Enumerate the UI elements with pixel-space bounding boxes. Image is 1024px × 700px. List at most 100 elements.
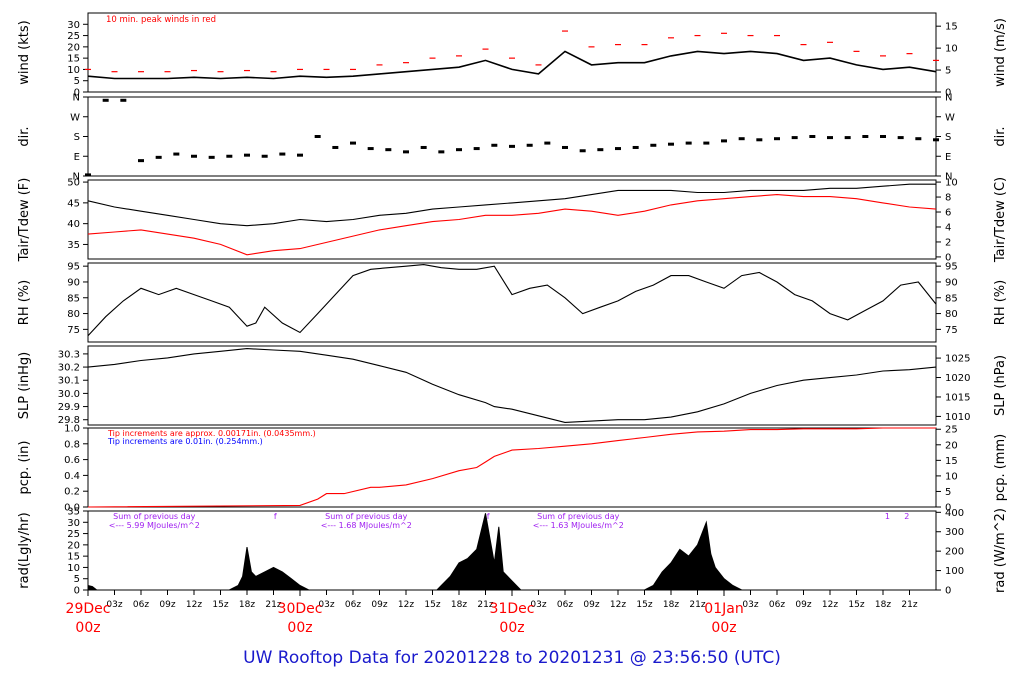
dir-point: [173, 152, 180, 156]
dir-point: [385, 148, 392, 152]
dir-point: [226, 154, 233, 158]
slp-left-tick-label: 30.0: [58, 389, 80, 400]
rad-frame: [87, 510, 937, 591]
time-tick-label: 15z: [424, 600, 440, 610]
dir-right-tick-label: S: [945, 132, 951, 143]
time-tick-label: 03z: [318, 600, 334, 610]
dir-point: [562, 145, 568, 149]
rad-annotation: Sum of previous day: [325, 512, 407, 521]
wind-right-axis-title: wind (m/s): [993, 18, 1008, 87]
dir-point: [721, 139, 727, 143]
dir-point: [756, 138, 763, 142]
temp-frame: [87, 179, 937, 260]
wind-left-tick-label: 30: [67, 20, 80, 31]
dir-point: [85, 173, 91, 177]
wind-right-tick-label: 0: [945, 88, 951, 99]
dir-point: [261, 154, 268, 158]
dir-point: [703, 141, 710, 145]
rh-right-tick-label: 80: [945, 309, 958, 320]
time-tick-label: 15z: [848, 600, 864, 610]
dir-point: [544, 141, 551, 145]
slp-left-tick-label: 30.2: [58, 363, 80, 374]
dir-point: [685, 141, 692, 145]
dir-left-tick-label: N: [73, 172, 80, 183]
time-tick-label: 06z: [769, 600, 785, 610]
time-tick-label: 03z: [106, 600, 122, 610]
slp-right-tick-label: 1010: [945, 412, 970, 423]
wind-left-tick-label: 10: [67, 65, 80, 76]
pcp-right-tick-label: 5: [945, 487, 951, 498]
dir-point: [809, 135, 816, 138]
temp-right-tick-label: 10: [945, 178, 958, 189]
pcp-right-tick-label: 0: [945, 503, 951, 514]
rh-left-tick-label: 80: [67, 309, 80, 320]
time-tick-label: 18z: [451, 600, 467, 610]
rad-left-tick-label: 25: [67, 529, 80, 540]
rad-right-axis-title: rad (W/m^2): [993, 508, 1008, 593]
rad-left-tick-label: 5: [74, 574, 80, 585]
dir-left-tick-label: S: [74, 132, 80, 143]
dir-point: [244, 153, 250, 157]
temp-panel: 35 40 45 50 0 2 4 6 8 10 Tair/Tdew (F) Tair/Tdew (C…: [17, 177, 1008, 264]
day-date-label: 31Dec: [490, 601, 535, 617]
wind-right-tick-label: 5: [945, 66, 951, 77]
wind-series-line: [87, 50, 937, 80]
time-tick-label: 12z: [610, 600, 626, 610]
time-tick-label: 15z: [212, 600, 228, 610]
dir-point: [438, 150, 445, 154]
dir-point: [915, 137, 922, 141]
rad-marker: f: [487, 512, 490, 521]
slp-frame: [87, 345, 937, 426]
pcp-right-tick-label: 10: [945, 471, 958, 482]
pcp-left-tick-label: 0.8: [64, 439, 80, 450]
dir-point: [191, 154, 197, 158]
rad-annotation: <--- 5.99 MJoules/m^2: [109, 521, 200, 530]
time-tick-label: 21z: [265, 600, 281, 610]
rad-marker: f: [274, 512, 277, 521]
rad-series-area: [87, 513, 936, 591]
time-tick-label: 03z: [742, 600, 758, 610]
dir-point: [155, 155, 162, 159]
day-date-label: 30Dec: [278, 601, 323, 617]
slp-right-tick-label: 1020: [945, 373, 970, 384]
dir-point: [650, 143, 657, 147]
time-tick-label: 09z: [159, 600, 175, 610]
wind-left-tick-label: 15: [67, 54, 80, 65]
pcp-left-tick-label: 0.0: [64, 503, 80, 514]
time-tick-label: 12z: [398, 600, 414, 610]
time-tick-label: 09z: [583, 600, 599, 610]
rad-left-tick-label: 15: [67, 552, 80, 563]
dir-point: [102, 98, 109, 102]
wind-left-tick-label: 0: [74, 88, 80, 99]
dir-frame: [87, 96, 937, 177]
time-tick-label: 18z: [663, 600, 679, 610]
rad-annotation: Sum of previous day: [537, 512, 619, 521]
temp-series-line: [87, 183, 936, 227]
dir-point: [597, 148, 604, 152]
wind-left-tick-label: 25: [67, 31, 80, 42]
dir-point: [279, 152, 286, 156]
dir-point: [844, 136, 851, 140]
temp-right-axis-title: Tair/Tdew (C): [993, 177, 1008, 263]
wind-left-axis-title: wind (kts): [17, 20, 32, 84]
rad-right-tick-label: 100: [945, 566, 964, 577]
dir-point: [862, 135, 869, 138]
rad-right-tick-label: 400: [945, 508, 964, 519]
dir-point: [791, 136, 798, 140]
dir-left-tick-label: N: [73, 93, 80, 104]
dir-point: [491, 143, 498, 147]
rad-left-tick-label: 35: [67, 507, 80, 518]
wind-note: 10 min. peak winds in red: [106, 15, 216, 25]
slp-right-tick-label: 1025: [945, 354, 970, 365]
day-date-label: 01Jan: [704, 601, 743, 617]
dir-left-tick-label: E: [74, 152, 80, 163]
rad-left-tick-label: 10: [67, 563, 80, 574]
rad-right-tick-label: 300: [945, 527, 964, 538]
slp-left-tick-label: 29.9: [58, 402, 80, 413]
dir-right-tick-label: E: [945, 152, 951, 163]
time-tick-label: 12z: [822, 600, 838, 610]
slp-panel: 29.8 29.9 30.0 30.1 30.2 30.3 1010 1015 1020 1025…: [17, 345, 1008, 426]
